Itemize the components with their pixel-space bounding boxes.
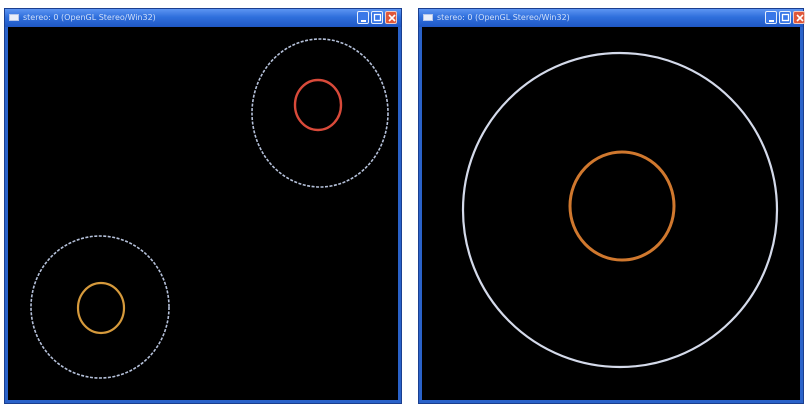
window-icon: [423, 14, 433, 21]
inner-ring-top: [295, 80, 341, 130]
outer-ring-bottom: [31, 236, 169, 378]
maximize-icon: [372, 12, 384, 25]
window-icon: [9, 14, 19, 21]
close-icon: [794, 12, 806, 25]
close-button[interactable]: [385, 11, 397, 24]
stereo-window-right: stereo: 0 (OpenGL Stereo/Win32): [418, 8, 804, 404]
stereo-rings-right: [422, 27, 800, 400]
window-title: stereo: 0 (OpenGL Stereo/Win32): [437, 12, 570, 24]
render-canvas[interactable]: [8, 27, 398, 400]
outer-ring: [463, 53, 777, 367]
stereo-window-left: stereo: 0 (OpenGL Stereo/Win32): [4, 8, 402, 404]
minimize-icon: [358, 12, 370, 25]
title-bar[interactable]: stereo: 0 (OpenGL Stereo/Win32): [5, 9, 401, 27]
title-bar[interactable]: stereo: 0 (OpenGL Stereo/Win32): [419, 9, 803, 27]
maximize-button[interactable]: [779, 11, 791, 24]
maximize-button[interactable]: [371, 11, 383, 24]
close-icon: [386, 12, 398, 25]
inner-ring-bottom: [78, 283, 124, 333]
minimize-button[interactable]: [765, 11, 777, 24]
maximize-icon: [780, 12, 792, 25]
window-title: stereo: 0 (OpenGL Stereo/Win32): [23, 12, 156, 24]
inner-ring: [570, 152, 674, 260]
outer-ring-top: [252, 39, 388, 187]
render-canvas[interactable]: [422, 27, 800, 400]
minimize-icon: [766, 12, 778, 25]
close-button[interactable]: [793, 11, 805, 24]
minimize-button[interactable]: [357, 11, 369, 24]
stereo-rings-left: [8, 27, 398, 400]
